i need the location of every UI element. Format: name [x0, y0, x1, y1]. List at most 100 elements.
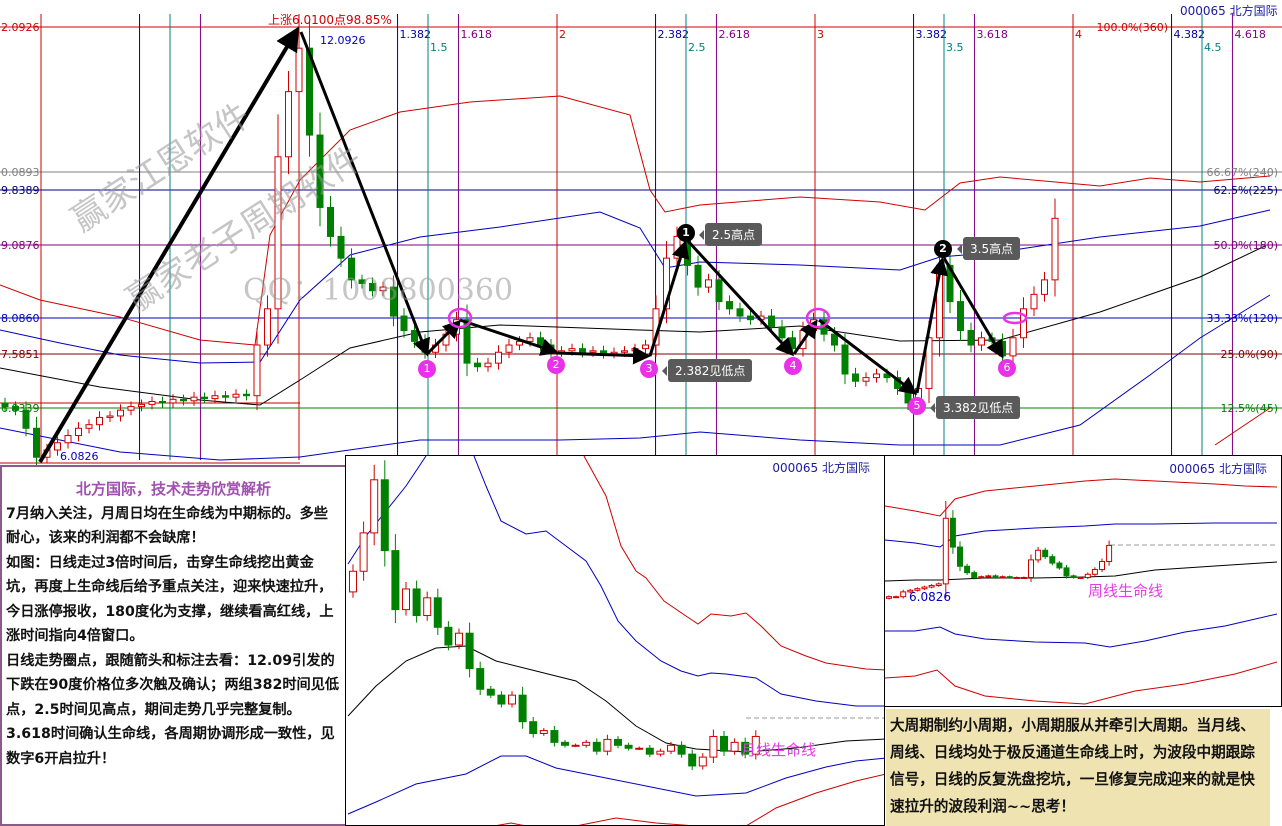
angle-level-label: 25.0%(90)	[1220, 348, 1278, 361]
upper-red-band	[583, 456, 884, 671]
monthly-chart	[347, 456, 884, 825]
life-line	[0, 245, 1266, 406]
candle-body	[539, 730, 548, 734]
candle	[550, 725, 559, 747]
candle-body	[992, 575, 999, 578]
candle-body	[720, 735, 728, 752]
candle-body	[841, 344, 849, 375]
rise-label: 上涨6.0100点98.85%	[268, 12, 392, 27]
candle	[667, 742, 675, 755]
candle-body	[497, 694, 506, 705]
candle	[1013, 576, 1020, 579]
candle	[337, 226, 345, 267]
candle-body	[12, 406, 19, 411]
candle	[465, 622, 474, 678]
candle-body	[327, 206, 334, 237]
candle	[138, 399, 145, 412]
stock-code: 000065	[1169, 462, 1216, 476]
candle	[402, 582, 410, 616]
candle	[285, 70, 292, 175]
candle	[211, 390, 219, 404]
candle	[921, 585, 928, 590]
candle-body	[907, 589, 914, 593]
candle	[1051, 198, 1059, 297]
candle-body	[550, 730, 559, 743]
candle	[1009, 328, 1017, 364]
candle-body	[568, 348, 576, 352]
circled-point	[805, 307, 831, 329]
candle	[22, 401, 30, 437]
candle	[949, 510, 956, 554]
candle-body	[348, 257, 355, 281]
candle-body	[852, 373, 859, 382]
candle	[862, 372, 870, 387]
wave-arrow	[459, 318, 559, 356]
candle	[106, 411, 114, 423]
low-price-label: 6.0826	[60, 450, 99, 463]
weekly-low-label: 6.0826	[909, 590, 951, 604]
candle	[497, 691, 506, 708]
weekly-chart: 6.0826	[885, 478, 1278, 705]
upper-blue-band	[0, 209, 1271, 364]
price-level-label: 9.0876	[1, 239, 40, 252]
candle	[463, 304, 471, 377]
angle-level-label: 66.67%(240)	[1206, 166, 1278, 179]
price-level-label: 0.0893	[1, 166, 40, 179]
candle	[747, 310, 754, 325]
candle	[852, 367, 859, 388]
time-window-label: 1.5	[430, 41, 448, 54]
stock-code-label: 000065 北方国际	[1180, 2, 1278, 19]
analysis-paragraph: 7月纳入关注，月周日均在生命线为中期标的。多些耐心，该来的利润都不会缺席！	[6, 505, 328, 547]
candle	[295, 32, 303, 105]
candle-body	[751, 735, 760, 755]
time-window-label: 4.618	[1234, 28, 1266, 41]
candle-body	[1106, 544, 1113, 562]
candle-body	[1006, 576, 1013, 579]
candle-body	[1063, 567, 1070, 577]
candle-body	[423, 597, 432, 617]
candle-body	[463, 319, 471, 364]
life-line	[347, 645, 884, 753]
candle	[964, 563, 971, 575]
candle-body	[949, 517, 956, 548]
candle	[348, 248, 355, 289]
candle	[709, 729, 718, 763]
candle-body	[476, 668, 485, 690]
wave-point-3: 3	[640, 360, 658, 378]
candle	[180, 394, 187, 406]
candle	[688, 749, 697, 771]
candle	[751, 730, 760, 760]
candle-body	[159, 400, 166, 404]
candle	[484, 357, 492, 372]
wave-arrow	[915, 257, 949, 394]
lower-red-band	[1214, 407, 1271, 446]
candle-body	[1, 402, 9, 408]
candle	[873, 368, 880, 383]
candle	[1077, 576, 1084, 579]
candle-body	[663, 257, 670, 310]
cycle-note: 大周期制约小周期，小周期服从并牵引大周期。当月线、周线、日线均处于极反通道生命线…	[886, 709, 1270, 826]
candle	[886, 595, 892, 600]
candle	[914, 587, 921, 592]
candle	[316, 112, 324, 227]
candle	[1091, 567, 1098, 577]
candle	[1070, 574, 1077, 579]
candle-body	[518, 694, 527, 723]
candle	[1006, 575, 1013, 579]
candle-body	[999, 576, 1006, 579]
candle-body	[211, 395, 219, 400]
time-window-label: 3	[817, 28, 824, 41]
candle-body	[306, 47, 313, 136]
stock-code-label: 000065 北方国际	[772, 459, 870, 476]
candle	[75, 422, 82, 442]
candle	[1030, 286, 1038, 317]
candle	[12, 401, 19, 416]
candle	[253, 328, 261, 411]
candle-body	[1020, 576, 1027, 579]
candle-body	[1070, 575, 1077, 578]
wave-point-5: 5	[908, 397, 926, 415]
candle	[327, 195, 334, 247]
candle	[698, 753, 707, 770]
candle-body	[505, 344, 513, 353]
